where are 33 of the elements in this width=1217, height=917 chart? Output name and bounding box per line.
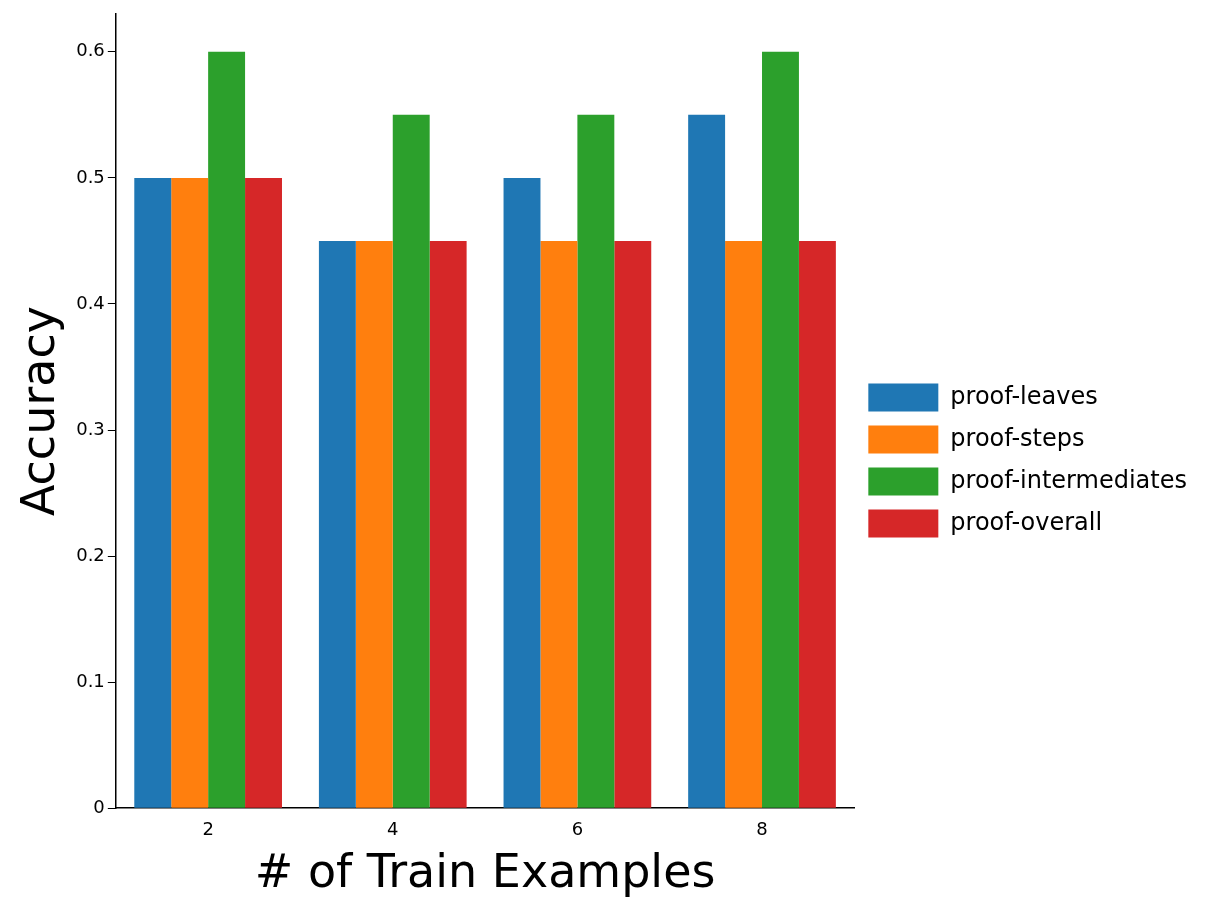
- bar: [134, 177, 172, 808]
- legend-label: proof-leaves: [950, 381, 1098, 410]
- bar: [762, 51, 799, 808]
- bar: [503, 177, 541, 808]
- bar: [392, 114, 430, 808]
- bar: [688, 114, 726, 808]
- x-tick-label: 4: [387, 817, 399, 839]
- legend-label: proof-overall: [950, 507, 1103, 536]
- y-tick-label: 0.2: [76, 543, 105, 565]
- y-axis-title: Accuracy: [10, 306, 65, 517]
- x-axis-title: # of Train Examples: [254, 844, 716, 899]
- x-tick-label: 6: [571, 817, 584, 839]
- y-tick-label: 0.3: [76, 417, 105, 439]
- y-tick-label: 0: [93, 795, 105, 817]
- bar: [208, 51, 246, 808]
- y-tick-label: 0.5: [76, 165, 105, 187]
- bar: [429, 240, 467, 808]
- y-tick-label: 0.6: [76, 39, 105, 61]
- y-tick-label: 0.1: [76, 669, 105, 691]
- legend-label: proof-intermediates: [950, 465, 1187, 494]
- y-tick-label: 0.4: [76, 291, 105, 313]
- x-tick-label: 2: [202, 817, 214, 839]
- bar: [355, 240, 393, 808]
- bar: [245, 177, 282, 808]
- bar: [318, 240, 356, 808]
- x-tick-label: 8: [756, 817, 768, 839]
- legend-label: proof-steps: [950, 423, 1085, 452]
- bar: [171, 177, 209, 808]
- bar: [725, 240, 763, 808]
- bar: [540, 240, 578, 808]
- bar: [798, 240, 836, 808]
- bar: [614, 240, 652, 808]
- bar: [577, 114, 615, 808]
